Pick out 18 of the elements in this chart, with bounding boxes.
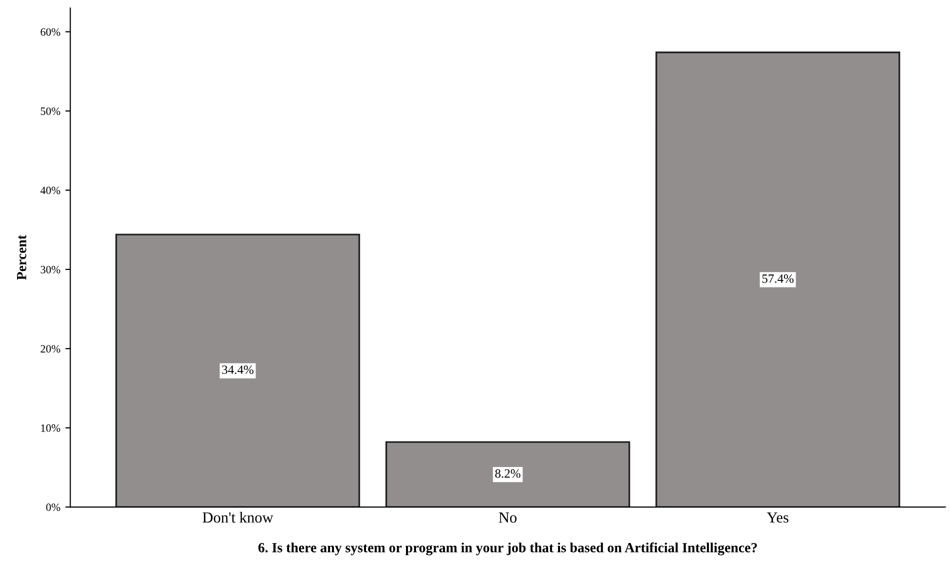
x-tick-label: Don't know [202,512,274,523]
y-tick-label: 30% [40,266,60,274]
data-label: 34.4% [222,365,254,374]
x-tick-label: No [498,512,517,523]
bar [655,52,900,508]
x-axis-title: 6. Is there any system or program in your job that is based on Artificial Intelligence? [258,542,757,556]
x-tick-label: Yes [766,512,788,523]
y-tick-label: 40% [40,186,60,194]
y-axis-title: Percent [17,234,26,280]
y-tick-label: 60% [40,28,60,36]
y-tick-label: 20% [40,345,60,353]
data-label: 57.4% [762,274,794,283]
bar [115,234,360,508]
y-tick-label: 50% [40,107,60,115]
y-tick-label: 10% [41,424,60,432]
data-label: 8.2% [495,469,520,478]
y-tick-label: 0% [46,504,60,512]
bar [385,441,630,508]
